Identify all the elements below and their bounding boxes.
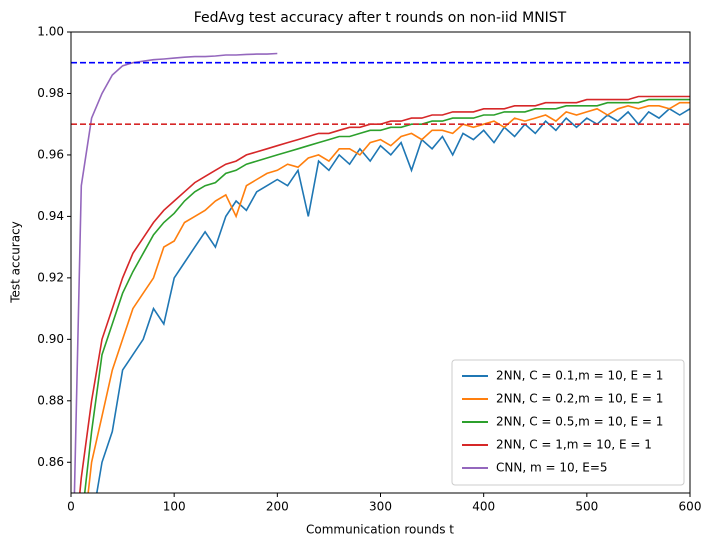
series-line bbox=[87, 101, 690, 493]
legend-label: 2NN, C = 1,m = 10, E = 1 bbox=[496, 438, 652, 452]
x-tick-label: 600 bbox=[679, 500, 702, 514]
series-line bbox=[95, 107, 690, 493]
legend-label: 2NN, C = 0.1,m = 10, E = 1 bbox=[496, 369, 663, 383]
x-tick-label: 300 bbox=[369, 500, 392, 514]
y-tick-label: 0.98 bbox=[37, 86, 64, 100]
y-tick-label: 0.86 bbox=[37, 455, 64, 469]
x-tick-label: 500 bbox=[575, 500, 598, 514]
legend-label: CNN, m = 10, E=5 bbox=[496, 461, 608, 475]
y-tick-label: 0.94 bbox=[37, 209, 64, 223]
series-line bbox=[83, 98, 690, 493]
plot-frame bbox=[70, 31, 691, 494]
chart-title: FedAvg test accuracy after t rounds on n… bbox=[194, 10, 567, 26]
legend-box bbox=[451, 359, 685, 486]
x-axis-label: Communication rounds t bbox=[306, 523, 454, 537]
x-tick-label: 100 bbox=[163, 500, 186, 514]
x-tick-label: 200 bbox=[266, 500, 289, 514]
plot-area bbox=[71, 52, 690, 493]
y-tick-label: 0.92 bbox=[37, 270, 64, 284]
x-tick-label: 400 bbox=[472, 500, 495, 514]
y-tick-label: 0.96 bbox=[37, 147, 64, 161]
y-tick-label: 1.00 bbox=[37, 25, 64, 39]
y-tick-label: 0.88 bbox=[37, 393, 64, 407]
legend-label: 2NN, C = 0.2,m = 10, E = 1 bbox=[496, 392, 663, 406]
x-tick-label: 0 bbox=[67, 500, 75, 514]
series-line bbox=[73, 52, 278, 493]
y-tick-label: 0.90 bbox=[37, 332, 64, 346]
y-axis-label: Test accuracy bbox=[9, 221, 23, 304]
legend-label: 2NN, C = 0.5,m = 10, E = 1 bbox=[496, 415, 663, 429]
